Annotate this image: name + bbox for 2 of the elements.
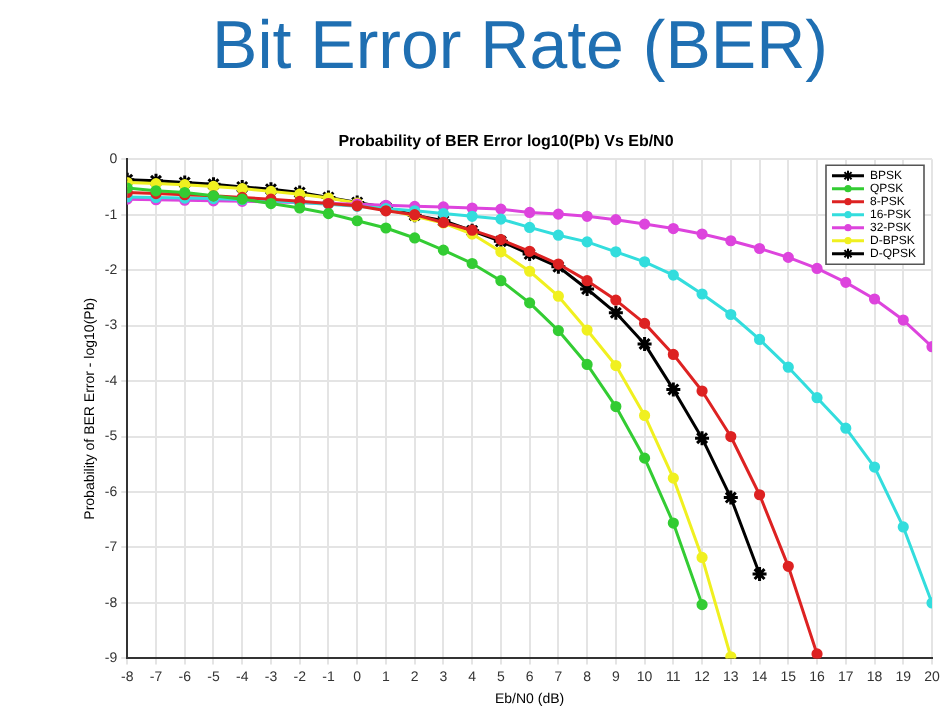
chart-title: Bit Error Rate (BER)	[210, 8, 830, 86]
chart-subtitle: Probability of BER Error log10(Pb) Vs Eb/N0	[338, 132, 675, 151]
